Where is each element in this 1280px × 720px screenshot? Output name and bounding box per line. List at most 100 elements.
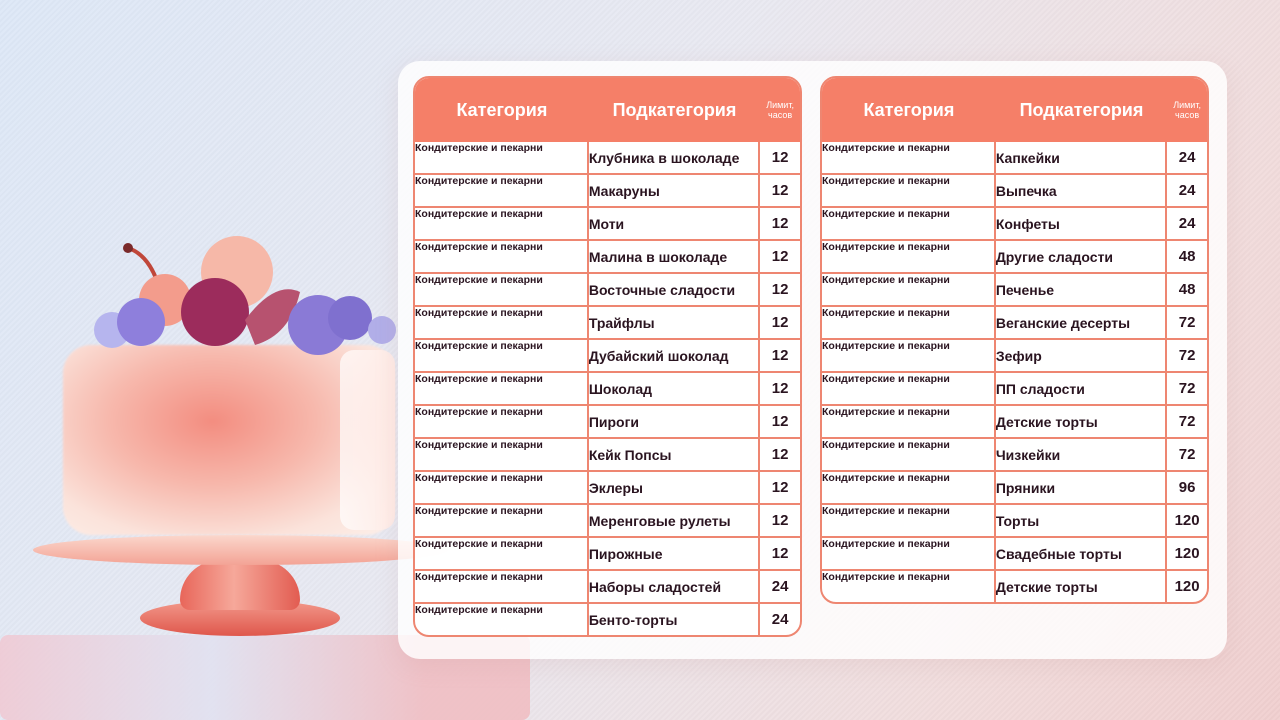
limit-cell: 72 xyxy=(1167,340,1207,373)
category-cell: Кондитерские и пекарни xyxy=(822,373,996,406)
limit-cell: 120 xyxy=(1167,538,1207,571)
limit-cell: 12 xyxy=(760,208,800,241)
limit-cell: 96 xyxy=(1167,472,1207,505)
table-row: Кондитерские и пекарни Печенье 48 xyxy=(822,274,1207,307)
subcategory-cell: Конфеты xyxy=(995,208,1168,241)
raspberry xyxy=(181,278,249,346)
table-row: Кондитерские и пекарни Трайфлы 12 xyxy=(415,307,800,340)
subcategory-cell: Клубника в шоколаде xyxy=(588,142,761,175)
table-row: Кондитерские и пекарни Малина в шоколаде 1… xyxy=(415,241,800,274)
subcategory-cell: Веганские десерты xyxy=(995,307,1168,340)
subcategory-cell: Трайфлы xyxy=(588,307,761,340)
limit-cell: 24 xyxy=(771,611,789,628)
limit-cell: 12 xyxy=(760,142,800,175)
leaf xyxy=(245,289,300,345)
category-cell: Кондитерские и пекарни xyxy=(415,142,589,175)
header-limit: Лимит, часов xyxy=(1167,78,1207,142)
header-category: Категория xyxy=(822,78,996,142)
blueberry-small xyxy=(368,316,396,344)
category-cell: Кондитерские и пекарни xyxy=(415,340,589,373)
header-limit-line2: часов xyxy=(1175,110,1200,120)
cake-highlight xyxy=(340,350,395,530)
table-row: Кондитерские и пекарни Дубайский шоколад 1… xyxy=(415,340,800,373)
table-header-row: Категория Подкатегория Лимит, часов xyxy=(415,78,800,142)
limit-cell: 12 xyxy=(760,175,800,208)
subcategory-cell: Торты xyxy=(995,505,1168,538)
table-row: Кондитерские и пекарни Кейк Попсы 12 xyxy=(415,439,800,472)
category-cell: Кондитерские и пекарни xyxy=(415,538,589,571)
subcategory-cell: Зефир xyxy=(995,340,1168,373)
table-row: Кондитерские и пекарни Макаруны 12 xyxy=(415,175,800,208)
table-row: Кондитерские и пекарни Пирожные 12 xyxy=(415,538,800,571)
subcategory-cell: Восточные сладости xyxy=(588,274,761,307)
blueberry-far xyxy=(328,296,372,340)
category-cell: Кондитерские и пекарни xyxy=(822,274,996,307)
subcategory-cell: Другие сладости xyxy=(995,241,1168,274)
category-cell: Кондитерские и пекарни xyxy=(822,406,996,439)
table-row: Кондитерские и пекарни Бенто-торты 24 xyxy=(415,604,800,635)
category-cell: Кондитерские и пекарни xyxy=(822,472,996,505)
header-subcategory: Подкатегория xyxy=(588,78,761,142)
table-row: Кондитерские и пекарни Торты 120 xyxy=(822,505,1207,538)
table-row: Кондитерские и пекарни Чизкейки 72 xyxy=(822,439,1207,472)
category-cell: Кондитерские и пекарни xyxy=(415,406,589,439)
table-row: Кондитерские и пекарни Детские торты 72 xyxy=(822,406,1207,439)
limit-cell: 72 xyxy=(1167,373,1207,406)
limit-cell: 12 xyxy=(760,538,800,571)
limit-cell: 48 xyxy=(1167,241,1207,274)
table-row: Кондитерские и пекарни Капкейки 24 xyxy=(822,142,1207,175)
limits-table-right: Категория Подкатегория Лимит, часов Конд… xyxy=(820,76,1209,604)
category-cell: Кондитерские и пекарни xyxy=(415,208,589,241)
table-row: Кондитерские и пекарни Веганские десерты 7… xyxy=(822,307,1207,340)
header-limit-line1: Лимит, xyxy=(766,100,794,110)
limit-cell: 24 xyxy=(760,571,800,604)
category-cell: Кондитерские и пекарни xyxy=(415,439,589,472)
cake-toppings xyxy=(94,236,396,355)
table-row: Кондитерские и пекарни Зефир 72 xyxy=(822,340,1207,373)
subcategory-cell: Эклеры xyxy=(588,472,761,505)
limit-cell: 12 xyxy=(760,241,800,274)
subcategory-cell: Капкейки xyxy=(995,142,1168,175)
limit-cell: 12 xyxy=(760,406,800,439)
category-cell: Кондитерские и пекарни xyxy=(822,142,996,175)
limit-cell: 12 xyxy=(760,472,800,505)
table-row: Кондитерские и пекарни Пироги 12 xyxy=(415,406,800,439)
subcategory-cell: Макаруны xyxy=(588,175,761,208)
header-category: Категория xyxy=(415,78,589,142)
subcategory-cell: Печенье xyxy=(995,274,1168,307)
header-limit: Лимит, часов xyxy=(760,78,800,142)
category-cell: Кондитерские и пекарни xyxy=(415,274,589,307)
limit-cell: 120 xyxy=(1167,505,1207,538)
subcategory-cell: Чизкейки xyxy=(995,439,1168,472)
category-cell: Кондитерские и пекарни xyxy=(415,307,589,340)
table-row: Кондитерские и пекарни Шоколад 12 xyxy=(415,373,800,406)
subcategory-cell: Выпечка xyxy=(995,175,1168,208)
subcategory-cell: Пирожные xyxy=(588,538,761,571)
header-limit-line2: часов xyxy=(768,110,793,120)
category-cell: Кондитерские и пекарни xyxy=(415,604,589,635)
subcategory-cell: Детские торты xyxy=(995,406,1168,439)
subcategory-cell: Пряники xyxy=(995,472,1168,505)
table-row: Кондитерские и пекарни Восточные сладости… xyxy=(415,274,800,307)
limit-cell: 48 xyxy=(1167,274,1207,307)
limit-cell: 24 xyxy=(1167,142,1207,175)
limit-cell: 72 xyxy=(1167,439,1207,472)
category-cell: Кондитерские и пекарни xyxy=(415,175,589,208)
category-cell: Кондитерские и пекарни xyxy=(822,538,996,571)
cake-stand-plate xyxy=(33,535,448,565)
category-cell: Кондитерские и пекарни xyxy=(415,505,589,538)
stem-tip xyxy=(123,243,133,253)
subcategory-cell: Шоколад xyxy=(588,373,761,406)
category-cell: Кондитерские и пекарни xyxy=(822,439,996,472)
table-row: Кондитерские и пекарни Эклеры 12 xyxy=(415,472,800,505)
limit-cell: 12 xyxy=(760,307,800,340)
limit-cell: 12 xyxy=(760,274,800,307)
limits-table-left: Категория Подкатегория Лимит, часов Конд… xyxy=(413,76,802,637)
limit-cell: 24 xyxy=(1167,208,1207,241)
table-row: Кондитерские и пекарни Пряники 96 xyxy=(822,472,1207,505)
category-cell: Кондитерские и пекарни xyxy=(822,208,996,241)
limit-cell: 24 xyxy=(1167,175,1207,208)
category-cell: Кондитерские и пекарни xyxy=(822,307,996,340)
table-header-row: Категория Подкатегория Лимит, часов xyxy=(822,78,1207,142)
limit-cell: 72 xyxy=(1167,406,1207,439)
